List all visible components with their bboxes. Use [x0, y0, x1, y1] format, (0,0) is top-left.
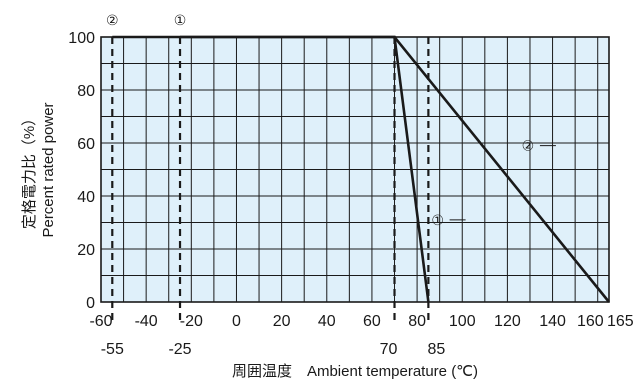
y-tick-label: 20 [77, 242, 95, 259]
series-label: ① [431, 213, 444, 229]
x-tick-label: 165 [607, 313, 634, 330]
marker-label: ② [106, 13, 119, 29]
x-tick-label: -40 [135, 313, 158, 330]
x-tick-label-secondary: 70 [380, 341, 398, 358]
x-tick-label: 120 [494, 313, 521, 330]
x-tick-label: 20 [273, 313, 291, 330]
y-axis-title-jp: 定格電力比（%） [21, 111, 38, 229]
x-tick-label: 0 [232, 313, 241, 330]
x-tick-label: -60 [89, 313, 112, 330]
x-tick-label-secondary: -25 [168, 341, 191, 358]
x-tick-label: 100 [449, 313, 476, 330]
tick-labels: 0 20 40 60 80 100 -60 -40 -20 0 20 40 60 80 100 120 140 1… [68, 30, 634, 358]
y-axis-title-en: Percent rated power [40, 102, 57, 237]
y-tick-label: 100 [68, 30, 95, 47]
x-tick-label: 160 [577, 313, 604, 330]
x-tick-label: 140 [539, 313, 566, 330]
marker-label: ① [174, 13, 187, 29]
y-tick-label: 60 [77, 136, 95, 153]
x-tick-label: -20 [180, 313, 203, 330]
x-tick-label-secondary: -55 [101, 341, 124, 358]
curve-labels: ② ① ① ② [106, 13, 556, 229]
series-label: ② [522, 139, 535, 155]
y-tick-label: 40 [77, 189, 95, 206]
x-tick-label-secondary: 85 [427, 341, 445, 358]
x-tick-label: 40 [318, 313, 336, 330]
frame [100, 36, 610, 303]
y-tick-label: 0 [86, 295, 95, 312]
y-tick-label: 80 [77, 83, 95, 100]
plot-frame [100, 36, 610, 303]
x-tick-label: 80 [408, 313, 426, 330]
x-axis-title: 周囲温度 Ambient temperature (℃) [232, 363, 478, 380]
x-tick-label: 60 [363, 313, 381, 330]
